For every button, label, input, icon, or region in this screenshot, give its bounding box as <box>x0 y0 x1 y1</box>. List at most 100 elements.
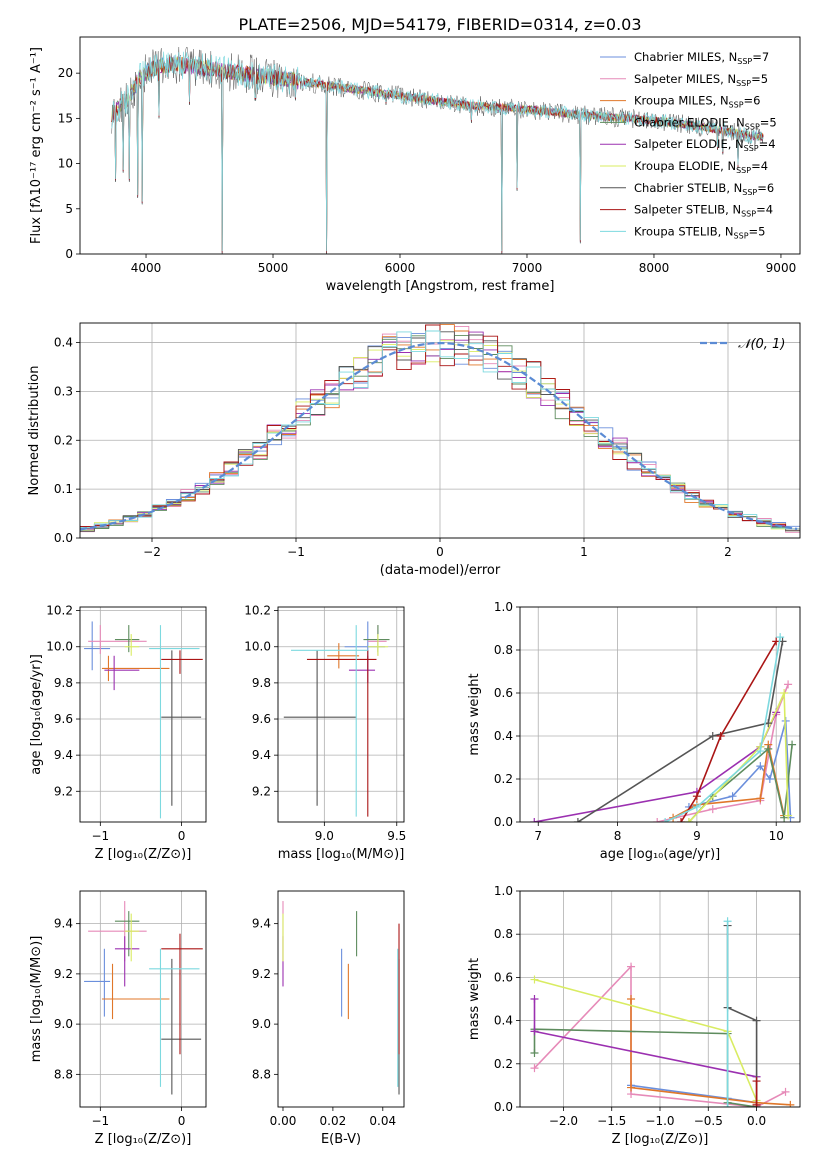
weight-marker <box>756 762 765 771</box>
legend-label: Chabrier STELIB, N <box>634 181 742 195</box>
y-tick-label: 0.4 <box>54 336 73 350</box>
legend-subscript: SSP <box>734 231 749 240</box>
y-tick-label: 10.2 <box>46 604 73 618</box>
y-tick-label: 9.6 <box>252 712 271 726</box>
weight-marker <box>708 805 717 814</box>
weight-line-kr_miles <box>630 999 791 1106</box>
weight-marker <box>780 813 789 822</box>
plot-area <box>283 621 390 817</box>
weight-marker <box>756 794 765 803</box>
y-axis-label: mass weight <box>467 958 482 1040</box>
axes-frame <box>79 36 801 255</box>
legend-subscript: SSP <box>736 79 751 88</box>
plot-area <box>282 901 400 1095</box>
y-tick-label: 0.0 <box>54 531 73 545</box>
errorbar-kr_elodie <box>367 634 389 656</box>
x-tick-label: −2.0 <box>549 1114 578 1128</box>
plot-area <box>111 46 764 254</box>
weight-marker <box>716 732 725 740</box>
legend-count: =4 <box>759 137 776 151</box>
errorbar-ch_elodie <box>114 625 140 653</box>
y-tick-label: 9.4 <box>252 748 271 762</box>
legend-subscript: SSP <box>744 144 759 153</box>
legend-entry: Chabrier MILES, NSSP=7 <box>634 50 769 66</box>
x-tick-label: 0.0 <box>747 1114 766 1128</box>
legend-count: =7 <box>752 50 769 64</box>
weight-marker <box>776 633 785 642</box>
age-vs-mass-panel: 9.0 9.5 9.2 9.4 9.6 9.8 10.0 10.2 mass [log₁₀(M/… <box>244 604 406 862</box>
y-tick-label: 10.0 <box>46 640 73 654</box>
axes-frame <box>79 890 207 1108</box>
plot-area <box>84 901 203 1095</box>
weight-marker <box>627 962 636 971</box>
weight-marker <box>765 775 774 783</box>
x-tick-label: −1 <box>287 545 305 559</box>
x-tick-label: 6000 <box>385 261 416 275</box>
legend-count: =5 <box>751 72 768 86</box>
weight-marker <box>780 689 789 697</box>
y-tick-label: 0.4 <box>494 729 513 743</box>
x-tick-label: 10 <box>769 829 784 843</box>
weight-marker <box>661 818 670 822</box>
spectrum-line-sa_stelib <box>111 56 764 253</box>
y-tick-label: 20 <box>58 66 73 80</box>
mass-vs-ebv-panel: 0.00 0.02 0.04 8.8 9.0 9.2 9.4 E(B-V) <box>252 890 405 1147</box>
errorbar-ch_stelib <box>161 958 202 1095</box>
weight-marker <box>530 1027 539 1036</box>
errorbar-kr_stelib <box>291 625 368 817</box>
errorbar-sa_miles <box>367 625 387 656</box>
x-axis-label: wavelength [Angstrom, rest frame] <box>326 279 555 294</box>
x-axis-label: Z [log₁₀(Z/Z⊙)] <box>612 1132 709 1147</box>
weight-marker <box>530 818 539 822</box>
mass-weight-vs-age-panel: 7 8 9 10 0.0 0.2 0.4 0.6 0.8 1.0 age [log₁₀(age/yr… <box>467 600 801 862</box>
x-tick-label: −2 <box>143 545 161 559</box>
weight-marker <box>752 1100 761 1107</box>
y-tick-label: 10.2 <box>244 604 271 618</box>
legend-count: =5 <box>749 224 766 238</box>
weight-line-ch_stelib <box>577 641 784 822</box>
y-tick-label: 8.8 <box>54 1067 73 1081</box>
legend-entry: Kroupa MILES, NSSP=6 <box>634 94 760 110</box>
x-tick-label: 7 <box>534 829 542 843</box>
legend-entry: Salpeter MILES, NSSP=5 <box>634 72 768 88</box>
errorbar-kr_miles <box>101 655 170 682</box>
x-tick-label: 9000 <box>766 261 797 275</box>
y-tick-label: 5 <box>65 202 73 216</box>
x-tick-label: 8000 <box>639 261 670 275</box>
x-tick-label: 0 <box>436 545 444 559</box>
x-tick-label: 7000 <box>512 261 543 275</box>
errorbar-kr_elodie <box>124 913 140 962</box>
spectrum-line-kr_elodie <box>111 56 764 252</box>
x-tick-label: 0.02 <box>320 1114 347 1128</box>
y-axis-label: Normed distribution <box>27 366 42 496</box>
errorbar-ch_miles <box>84 621 111 671</box>
x-tick-label: −1 <box>91 1114 109 1128</box>
x-tick-label: 9.0 <box>315 829 334 843</box>
x-tick-label: 9.5 <box>387 829 406 843</box>
weight-marker <box>530 1064 539 1073</box>
errorbar-kr_miles <box>101 963 170 1020</box>
weight-line-sa_stelib <box>680 640 777 822</box>
y-tick-label: 10.0 <box>244 640 271 654</box>
legend-entry: Kroupa STELIB, NSSP=5 <box>634 224 765 240</box>
weight-marker <box>677 818 686 822</box>
plot-area <box>84 621 203 819</box>
y-tick-label: 9.4 <box>54 917 73 931</box>
y-tick-label: 0.0 <box>494 815 513 829</box>
spectrum-line-sa_miles <box>111 57 764 253</box>
errorbar-ch_elodie <box>114 911 140 957</box>
axes-frame <box>519 606 801 823</box>
plot-area <box>530 917 795 1107</box>
y-axis-label: Flux [fλ10⁻¹⁷ erg cm⁻² s⁻¹ A⁻¹] <box>29 47 44 244</box>
y-tick-label: 0.2 <box>54 433 73 447</box>
errorbar-kr_stelib <box>149 948 200 1087</box>
weight-marker <box>764 744 773 753</box>
weight-marker <box>723 1103 732 1107</box>
weight-line-ch_stelib <box>726 925 758 1107</box>
legend-label: Chabrier MILES, N <box>634 50 737 64</box>
errorbar-sa_stelib <box>306 650 377 817</box>
x-axis-label: (data-model)/error <box>380 563 501 578</box>
plot-area <box>530 633 797 822</box>
weight-marker <box>692 802 701 811</box>
